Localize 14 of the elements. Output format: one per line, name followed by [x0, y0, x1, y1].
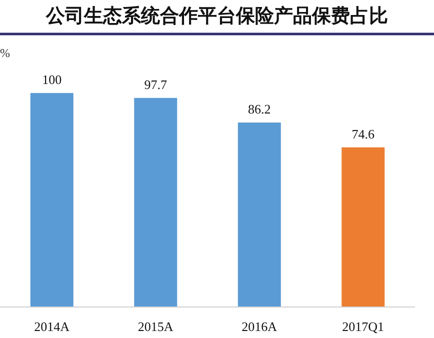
- bar: [30, 93, 74, 307]
- x-tick-label: 2017Q1: [342, 319, 384, 334]
- x-tick-label: 2014A: [34, 319, 70, 334]
- x-tick-label: 2015A: [138, 319, 174, 334]
- data-label: 86.2: [248, 102, 271, 117]
- data-label: 74.6: [352, 126, 375, 142]
- data-label: 97.7: [144, 76, 168, 92]
- bar: [342, 147, 385, 307]
- x-tick-label: 2016A: [242, 319, 278, 334]
- bar: [238, 122, 281, 307]
- y-axis-title: %: [0, 46, 10, 60]
- data-label: 100: [42, 72, 62, 87]
- bar: [134, 98, 178, 307]
- chart-title: 公司生态系统合作平台保险产品保费占比: [45, 5, 388, 27]
